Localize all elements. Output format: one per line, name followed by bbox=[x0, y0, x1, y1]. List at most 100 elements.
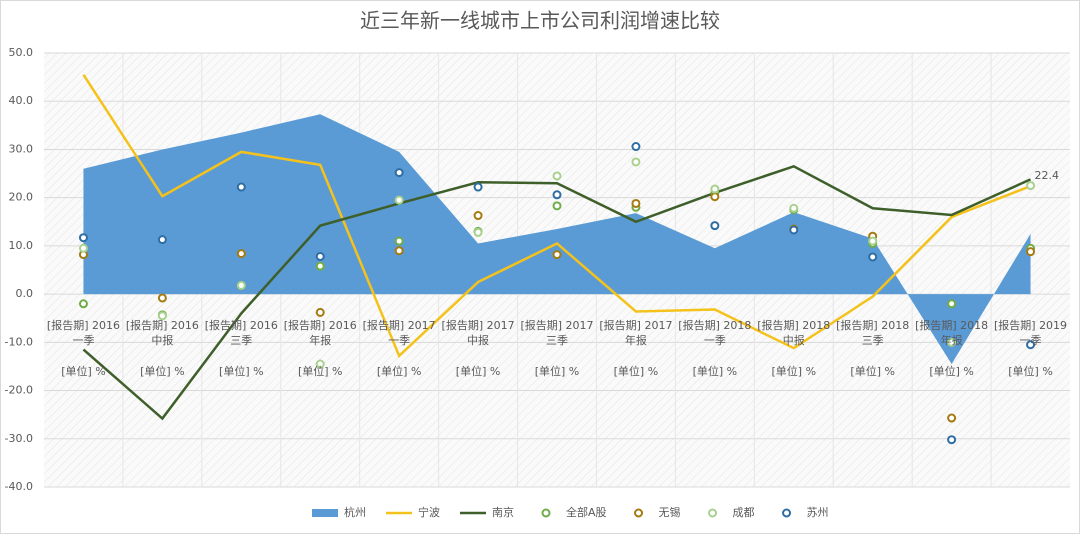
marker bbox=[473, 211, 483, 221]
marker bbox=[315, 359, 325, 369]
marker bbox=[394, 168, 404, 178]
x-unit-label: [单位] % bbox=[377, 364, 422, 378]
marker bbox=[947, 337, 957, 347]
marker bbox=[710, 221, 720, 231]
marker bbox=[1026, 340, 1036, 350]
marker bbox=[315, 261, 325, 271]
marker bbox=[552, 171, 562, 181]
x-tick-label: 中报 bbox=[467, 333, 489, 347]
legend-label: 成都 bbox=[733, 506, 755, 519]
legend-label: 南京 bbox=[492, 505, 514, 519]
y-tick-label: 30.0 bbox=[9, 142, 34, 155]
x-unit-label: [单位] % bbox=[1008, 364, 1053, 378]
marker bbox=[868, 236, 878, 246]
x-tick-label: 三季 bbox=[862, 334, 884, 347]
marker bbox=[947, 299, 957, 309]
x-tick-label: 中报 bbox=[151, 333, 173, 347]
marker bbox=[631, 198, 641, 208]
legend-label: 苏州 bbox=[807, 506, 829, 519]
x-tick-label: [报告期] 2016 bbox=[47, 318, 120, 332]
area bbox=[83, 114, 1031, 365]
x-tick-label: [报告期] 2018 bbox=[757, 318, 830, 332]
x-unit-label: [单位] % bbox=[771, 364, 816, 378]
x-tick-label: [报告期] 2018 bbox=[915, 318, 988, 332]
x-unit-label: [单位] % bbox=[140, 364, 185, 378]
x-tick-label: [报告期] 2017 bbox=[520, 318, 593, 332]
x-tick-label: [报告期] 2018 bbox=[836, 318, 909, 332]
marker bbox=[78, 233, 88, 243]
marker bbox=[157, 311, 167, 321]
x-tick-label: 年报 bbox=[625, 333, 647, 347]
marker bbox=[315, 251, 325, 261]
data-label: 22.4 bbox=[1035, 169, 1060, 182]
x-tick-label: 年报 bbox=[309, 333, 331, 347]
marker bbox=[394, 246, 404, 256]
marker bbox=[710, 192, 720, 202]
legend-swatch bbox=[312, 509, 338, 517]
marker bbox=[473, 182, 483, 192]
marker bbox=[631, 157, 641, 167]
y-tick-label: -40.0 bbox=[5, 480, 33, 493]
marker bbox=[1026, 181, 1036, 191]
marker bbox=[157, 235, 167, 245]
x-tick-label: 三季 bbox=[230, 334, 252, 347]
y-tick-label: -30.0 bbox=[5, 432, 33, 445]
marker bbox=[78, 243, 88, 253]
x-tick-label: [报告期] 2017 bbox=[363, 318, 436, 332]
legend-label: 全部A股 bbox=[566, 505, 607, 519]
x-unit-label: [单位] % bbox=[61, 364, 106, 378]
x-tick-label: [报告期] 2017 bbox=[442, 318, 515, 332]
marker bbox=[473, 227, 483, 237]
marker bbox=[947, 435, 957, 445]
legend-label: 杭州 bbox=[344, 505, 366, 519]
y-tick-label: 50.0 bbox=[9, 46, 34, 59]
marker bbox=[552, 250, 562, 260]
marker bbox=[315, 307, 325, 317]
marker bbox=[552, 190, 562, 200]
x-unit-label: [单位] % bbox=[298, 364, 343, 378]
x-tick-label: [报告期] 2016 bbox=[284, 318, 357, 332]
legend-label: 宁波 bbox=[418, 505, 440, 519]
marker bbox=[552, 201, 562, 211]
x-tick-label: 中报 bbox=[783, 333, 805, 347]
marker bbox=[236, 249, 246, 259]
x-unit-label: [单位] % bbox=[535, 364, 580, 378]
x-tick-label: 年报 bbox=[941, 333, 963, 347]
y-tick-label: -10.0 bbox=[5, 335, 33, 348]
x-tick-label: [报告期] 2018 bbox=[678, 318, 751, 332]
x-tick-label: 一季 bbox=[704, 334, 726, 347]
marker bbox=[394, 195, 404, 205]
marker bbox=[78, 299, 88, 309]
line bbox=[82, 74, 1031, 358]
x-tick-label: 一季 bbox=[388, 334, 410, 347]
legend-swatch bbox=[634, 508, 644, 518]
x-tick-label: 一季 bbox=[1020, 334, 1042, 347]
marker bbox=[789, 203, 799, 213]
legend-swatch bbox=[782, 508, 792, 518]
x-tick-label: [报告期] 2016 bbox=[205, 318, 278, 332]
x-unit-label: [单位] % bbox=[929, 364, 974, 378]
line bbox=[82, 164, 1032, 421]
marker bbox=[631, 142, 641, 152]
marker bbox=[868, 252, 878, 262]
chart-title: 近三年新一线城市上市公司利润增速比较 bbox=[360, 9, 720, 33]
x-tick-label: 一季 bbox=[72, 334, 94, 347]
marker bbox=[710, 184, 720, 194]
y-tick-label: 40.0 bbox=[9, 94, 34, 107]
legend-label: 无锡 bbox=[659, 505, 681, 519]
marker bbox=[789, 225, 799, 235]
legend-swatch bbox=[708, 508, 718, 518]
marker bbox=[236, 182, 246, 192]
x-unit-label: [单位] % bbox=[693, 364, 738, 378]
x-unit-label: [单位] % bbox=[219, 364, 264, 378]
legend-swatch bbox=[541, 508, 551, 518]
x-tick-label: [报告期] 2016 bbox=[126, 318, 199, 332]
x-unit-label: [单位] % bbox=[850, 364, 895, 378]
y-tick-label: -20.0 bbox=[5, 384, 33, 397]
marker bbox=[394, 236, 404, 246]
marker bbox=[157, 293, 167, 303]
x-unit-label: [单位] % bbox=[456, 364, 501, 378]
marker bbox=[236, 280, 246, 290]
x-tick-label: [报告期] 2019 bbox=[994, 318, 1067, 332]
x-tick-label: 三季 bbox=[546, 334, 568, 347]
